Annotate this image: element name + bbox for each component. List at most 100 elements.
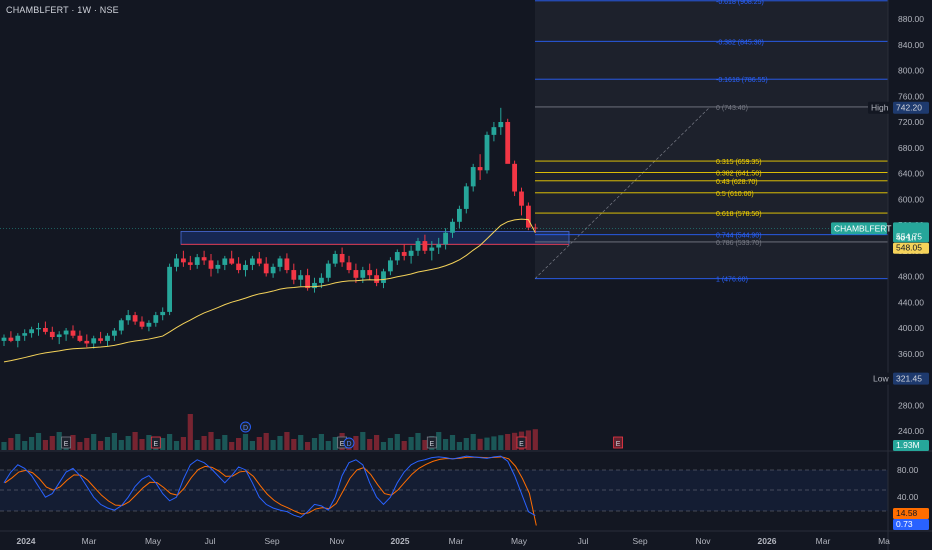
candle-body [22,333,28,336]
candle-body [394,252,400,261]
volume-bar [408,437,414,450]
volume-bar [187,414,193,450]
earnings-label: E [616,441,621,448]
candle-body [381,271,386,283]
candle-body [105,335,110,341]
candle-body [408,250,414,256]
candle-body [353,270,359,278]
volume-bar [194,440,200,450]
price-tick-label: 640.00 [898,169,924,179]
price-tick-label: 800.00 [898,66,924,76]
volume-bar [98,441,104,450]
candle-body [98,338,103,341]
volume-bar [401,441,407,450]
volume-bar [422,440,428,450]
volume-bar [242,434,249,450]
fib-level-label: 0 (743.40) [716,105,748,112]
event-markers: E EDE D E E E [61,421,623,449]
candle-body [270,266,276,274]
volume-bar [139,439,145,450]
price-tick-label: 480.00 [898,272,924,282]
last-price-tag: 554.75 [896,231,922,241]
candle-body [153,315,159,323]
fib-level-label: 0.5 (610.00) [716,191,754,198]
time-tick-label: 2024 [17,536,36,546]
fib-level-label: 0.618 (578.50) [716,211,762,218]
volume-bar [532,429,538,450]
candle-body [15,335,21,341]
countdown-label: 4d 1h [896,233,916,242]
candle-body [422,241,428,251]
volume-bar [132,432,138,450]
candle-body [36,328,41,330]
candle-body [291,270,297,280]
volume-bar [70,435,76,450]
low-value-tag: 321.45 [896,374,922,384]
moving-average-line [3,218,536,363]
stoch-band-fill [0,470,888,511]
price-tick-label: 880.00 [898,14,924,24]
low-label: Low [873,374,889,384]
time-tick-label: May [145,536,162,546]
candle-body [139,321,145,327]
price-tick-label: 840.00 [898,40,924,50]
price-tick-label: 280.00 [898,400,924,410]
price-tick-label: 400.00 [898,323,924,333]
volume-bar [387,438,393,450]
candle-body [160,311,166,316]
candle-body [146,322,152,327]
volume-bar [311,438,318,450]
candle-body [346,262,352,271]
candle-body [250,258,255,265]
ma-value-tag: 548.05 [896,243,922,253]
candle-body [167,266,172,312]
volume-bar [332,437,338,450]
candle-body [84,340,90,344]
volume-bar [318,434,324,450]
time-tick-label: Mar [82,536,97,546]
candle-body [43,328,48,332]
candle-body [56,334,62,338]
candlesticks [1,107,538,349]
earnings-marker [61,436,71,449]
volume-bar [456,442,462,450]
volume-value-tag: 1.93M [896,440,920,450]
volume-bar [270,440,276,450]
volume-bar [305,442,311,450]
stoch-k-line [3,455,536,518]
symbol-tag: CHAMBLFERT [834,223,891,233]
candle-body [29,329,34,334]
price-tick-label: 240.00 [898,426,924,436]
candle-body [243,264,248,271]
volume-bar [367,439,373,450]
high-value-tag: 742.20 [896,103,922,113]
volume-bar [256,437,262,450]
volume-bar [167,434,173,450]
volume-bar [201,436,207,450]
candle-body [201,257,207,261]
volume-bar [353,436,359,450]
volume-bar [8,438,14,450]
volume-bar [29,437,35,450]
time-tick-label: Nov [695,536,711,546]
earnings-label: E [153,441,158,448]
volume-bar [325,441,331,450]
volume-bar [360,432,366,450]
dividend-label: D [243,425,248,432]
fib-level-label: 0.786 (533.70) [716,240,762,247]
volume-bar [146,435,152,450]
candle-body [367,270,373,276]
fib-level-label: -0.1618 (786.55) [716,77,768,84]
volume-bar [173,441,180,450]
volume-bar [449,435,456,450]
earnings-label: E [429,441,434,448]
volume-bar [463,438,469,450]
candle-body [236,263,241,271]
candle-body [229,258,235,264]
candle-body [401,252,407,256]
time-tick-label: 2025 [391,536,410,546]
candle-body [450,221,455,233]
candle-body [8,337,14,341]
volume-bar [22,441,28,450]
